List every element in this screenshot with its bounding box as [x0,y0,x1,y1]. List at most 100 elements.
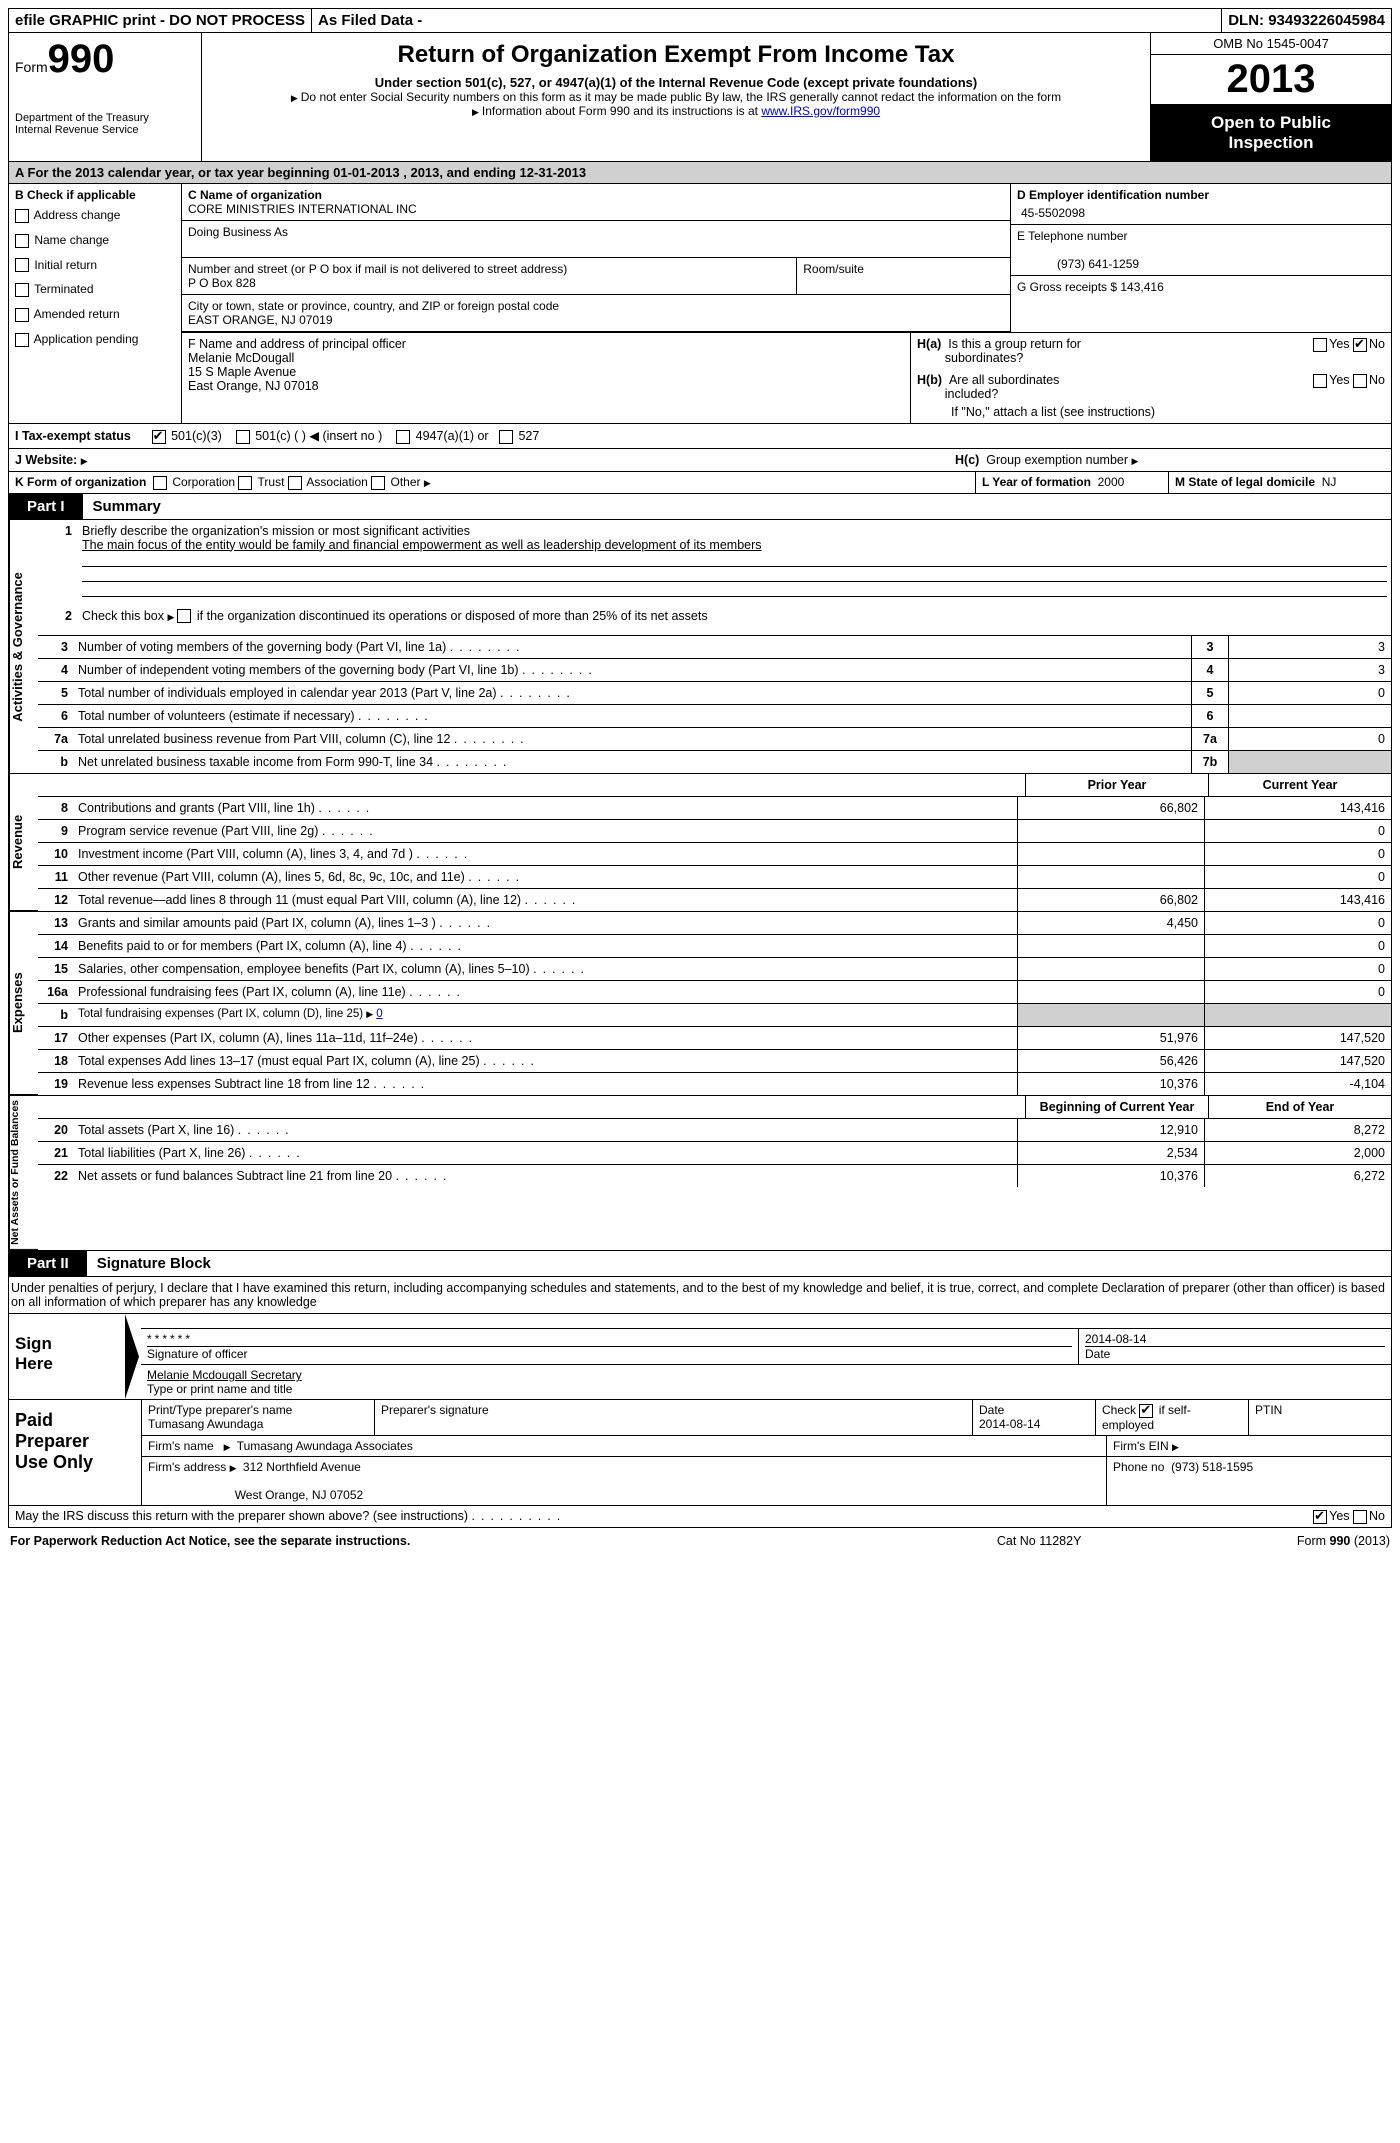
officer-addr2: East Orange, NJ 07018 [188,379,319,393]
discuss-no-checkbox[interactable] [1353,1510,1367,1524]
org-name: CORE MINISTRIES INTERNATIONAL INC [188,202,417,216]
line-7a: 7aTotal unrelated business revenue from … [38,727,1391,750]
line-12: 12Total revenue—add lines 8 through 11 (… [38,888,1391,911]
room-cell: Room/suite [797,258,1010,295]
gross-receipts-value: 143,416 [1120,280,1163,294]
form-label: Form [15,59,48,75]
h-a-row: H(a) Is this a group return for subordin… [911,333,1391,369]
line-2: 2 Check this box if the organization dis… [38,605,1391,628]
line-9: 9Program service revenue (Part VIII, lin… [38,819,1391,842]
dln-value: 93493226045984 [1268,12,1385,29]
check-other[interactable] [371,476,385,490]
prior-year-header: Prior Year [1025,774,1208,796]
form-title: Return of Organization Exempt From Incom… [208,41,1144,69]
form-subtitle: Under section 501(c), 527, or 4947(a)(1)… [208,75,1144,90]
identity-block: B Check if applicable Address change Nam… [8,184,1392,424]
h-b-row: H(b) Are all subordinates included? Yes … [911,369,1391,405]
line-i-label: I Tax-exempt status [15,429,131,443]
check-terminated[interactable]: Terminated [15,282,175,297]
paid-preparer-block: PaidPreparerUse Only Print/Type preparer… [8,1400,1392,1506]
check-discontinued[interactable] [177,609,191,623]
part-2-header: Part II Signature Block [8,1251,1392,1277]
expenses-section: Expenses 13Grants and similar amounts pa… [8,911,1392,1095]
gross-receipts-cell: G Gross receipts $ 143,416 [1011,276,1391,298]
street-value: P O Box 828 [188,276,256,290]
check-association[interactable] [288,476,302,490]
cat-no: Cat No 11282Y [997,1534,1297,1548]
line-l-label: L Year of formation [982,475,1091,489]
firm-phone-cell: Phone no (973) 518-1595 [1107,1457,1391,1505]
self-employed-cell: Check if self-employed [1096,1400,1249,1435]
sign-here-label: SignHere [9,1314,121,1399]
part-2-title: Signature Block [87,1251,221,1276]
line-15: 15Salaries, other compensation, employee… [38,957,1391,980]
form-number: Form990 [15,37,195,82]
check-4947[interactable] [396,430,410,444]
check-initial-return[interactable]: Initial return [15,258,175,273]
sign-date-cell: 2014-08-14 Date [1079,1329,1391,1364]
check-application-pending[interactable]: Application pending [15,332,175,347]
discuss-yes-checkbox[interactable] [1313,1510,1327,1524]
line-8: 8Contributions and grants (Part VIII, li… [38,796,1391,819]
check-name-change[interactable]: Name change [15,233,175,248]
check-527[interactable] [499,430,513,444]
sign-arrow-icon [121,1314,141,1399]
org-name-cell: C Name of organization CORE MINISTRIES I… [182,184,1010,221]
col-h: H(a) Is this a group return for subordin… [911,333,1391,423]
irs-link[interactable]: www.IRS.gov/form990 [761,104,880,118]
preparer-date-cell: Date2014-08-14 [973,1400,1096,1435]
dba-label: Doing Business As [188,225,288,239]
line-17: 17Other expenses (Part IX, column (A), l… [38,1026,1391,1049]
header-center: Return of Organization Exempt From Incom… [202,33,1150,161]
check-trust[interactable] [238,476,252,490]
part-1-header: Part I Summary [8,494,1392,520]
line-18: 18Total expenses Add lines 13–17 (must e… [38,1049,1391,1072]
part-1-title: Summary [83,494,171,519]
check-corporation[interactable] [153,476,167,490]
org-name-label: C Name of organization [188,188,322,202]
fundraising-expenses-link[interactable]: 0 [376,1008,382,1020]
street-cell: Number and street (or P O box if mail is… [182,258,797,295]
line-20: 20Total assets (Part X, line 16) ......1… [38,1118,1391,1141]
officer-addr1: 15 S Maple Avenue [188,365,296,379]
current-year-header: Current Year [1208,774,1391,796]
check-self-employed[interactable] [1139,1404,1153,1418]
signature-label: Signature of officer [147,1346,1072,1361]
city-value: EAST ORANGE, NJ 07019 [188,313,333,327]
col-b-checkboxes: B Check if applicable Address change Nam… [9,184,182,423]
paid-preparer-label: PaidPreparerUse Only [9,1400,142,1505]
footer: For Paperwork Reduction Act Notice, see … [8,1528,1392,1554]
ha-yes-checkbox[interactable] [1313,338,1327,352]
hb-yes-checkbox[interactable] [1313,374,1327,388]
officer-name-label: Type or print name and title [147,1382,292,1396]
check-amended-return[interactable]: Amended return [15,307,175,322]
line-i: I Tax-exempt status 501(c)(3) 501(c) ( )… [8,424,1392,449]
gross-receipts-label: G Gross receipts $ [1017,280,1117,294]
preparer-name-cell: Print/Type preparer's nameTumasang Awund… [142,1400,375,1435]
line-13: 13Grants and similar amounts paid (Part … [38,912,1391,934]
top-bar: efile GRAPHIC print - DO NOT PROCESS As … [8,8,1392,33]
sign-here-block: SignHere ****** Signature of officer 201… [8,1314,1392,1400]
netassets-label: Net Assets or Fund Balances [9,1096,38,1250]
phone-label: E Telephone number [1017,229,1128,243]
line-m-label: M State of legal domicile [1175,475,1315,489]
dln-cell: DLN: 93493226045984 [1222,9,1391,32]
hb-no-checkbox[interactable] [1353,374,1367,388]
preparer-sig-cell: Preparer's signature [375,1400,973,1435]
activities-label: Activities & Governance [9,520,38,774]
line-22: 22Net assets or fund balances Subtract l… [38,1164,1391,1187]
check-address-change[interactable]: Address change [15,208,175,223]
room-label: Room/suite [803,262,864,276]
dln-label: DLN: [1228,12,1264,29]
as-filed-label: As Filed Data - [312,9,1222,32]
check-501c[interactable] [236,430,250,444]
part-1-tab: Part I [9,494,83,519]
ha-no-checkbox[interactable] [1353,338,1367,352]
line-3: 3Number of voting members of the governi… [38,635,1391,658]
sign-date: 2014-08-14 [1085,1332,1146,1346]
officer-name-cell: Melanie Mcdougall Secretary Type or prin… [141,1365,1391,1399]
ein-value-cell: 45-5502098 [1011,202,1391,225]
check-501c3[interactable] [152,430,166,444]
website-label: J Website: [15,453,77,467]
dept-irs: Internal Revenue Service [15,124,195,136]
